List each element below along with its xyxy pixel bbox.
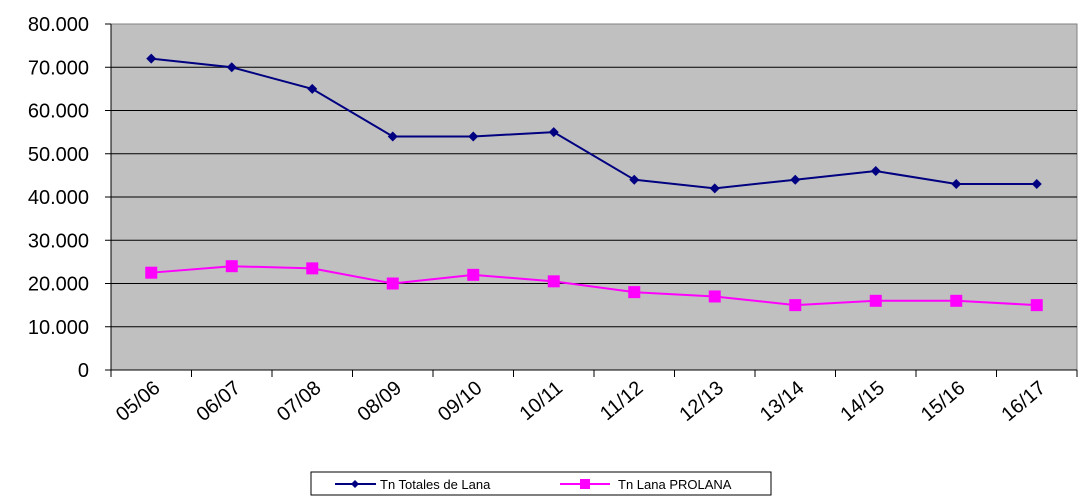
data-point <box>709 183 720 194</box>
x-tick-label: 06/07 <box>192 377 244 426</box>
data-point <box>468 131 479 142</box>
x-tick-label: 05/06 <box>112 377 164 426</box>
data-point <box>789 299 802 312</box>
data-point <box>547 275 560 288</box>
y-tick-label: 0 <box>78 360 89 382</box>
y-tick-label: 50.000 <box>28 144 89 166</box>
y-tick-label: 10.000 <box>28 317 89 339</box>
x-tick-label: 07/08 <box>273 377 325 426</box>
data-point <box>548 127 559 138</box>
data-point <box>869 294 882 307</box>
x-tick-label: 12/13 <box>675 377 727 426</box>
series-line-1 <box>151 57 1037 190</box>
y-tick-label: 30.000 <box>28 230 89 252</box>
legend-marker-series-2 <box>580 479 590 489</box>
data-point <box>226 62 237 73</box>
gridlines <box>111 66 1077 328</box>
data-point <box>629 174 640 185</box>
y-tick-label: 70.000 <box>28 57 89 79</box>
data-point <box>951 179 962 190</box>
data-point <box>386 277 399 290</box>
y-tick-label: 80.000 <box>28 14 89 36</box>
data-point <box>708 290 721 303</box>
series-group <box>145 53 1043 312</box>
legend: Tn Totales de Lana Tn Lana PROLANA <box>310 471 772 496</box>
legend-marker-series-1 <box>351 480 359 488</box>
y-tick-label: 40.000 <box>28 187 89 209</box>
x-tick-label: 09/10 <box>434 377 486 426</box>
x-tick-label: 08/09 <box>353 377 405 426</box>
legend-box <box>310 471 772 496</box>
data-point <box>145 266 158 279</box>
x-tick-label: 15/16 <box>917 377 969 426</box>
data-point <box>467 268 480 281</box>
x-tick-label: 16/17 <box>997 377 1049 426</box>
data-point <box>870 166 881 177</box>
data-point <box>387 131 398 142</box>
legend-label-series-1: Tn Totales de Lana <box>380 477 491 492</box>
x-tick-label: 10/11 <box>516 377 567 425</box>
x-axis-ticks: 05/06 06/07 07/08 08/09 09/10 10/11 11/12 12/13… <box>110 370 1078 426</box>
data-point <box>306 262 319 275</box>
data-point <box>225 260 238 273</box>
x-tick-label: 11/12 <box>596 377 647 425</box>
legend-label-series-2: Tn Lana PROLANA <box>618 477 732 492</box>
y-tick-label: 20.000 <box>28 274 89 296</box>
x-tick-label: 13/14 <box>756 377 808 426</box>
series-line-2 <box>151 265 1037 307</box>
data-point <box>628 286 641 299</box>
data-point <box>790 174 801 185</box>
y-axis-ticks: 0 10.000 20.000 30.000 40.000 50.000 60.000 70.… <box>28 14 111 382</box>
data-point <box>950 294 963 307</box>
data-point <box>307 83 318 94</box>
data-point <box>146 53 157 64</box>
x-tick-label: 14/15 <box>836 377 888 426</box>
data-point <box>1030 299 1043 312</box>
data-point <box>1031 179 1042 190</box>
y-tick-label: 60.000 <box>28 101 89 123</box>
